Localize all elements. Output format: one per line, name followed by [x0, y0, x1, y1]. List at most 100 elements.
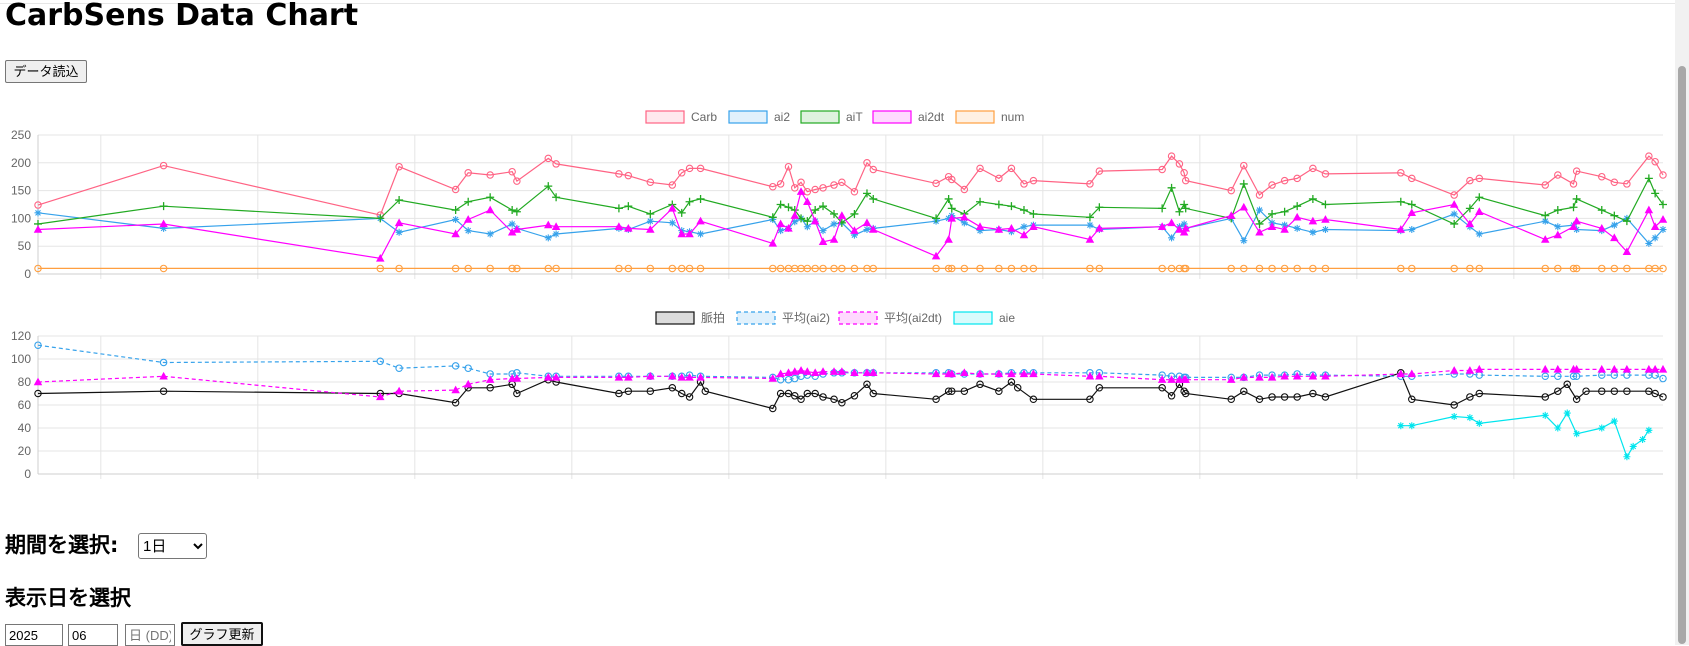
data-point: [1180, 220, 1188, 228]
data-point: [1280, 393, 1289, 401]
data-point: [1007, 378, 1016, 386]
data-point: [1541, 372, 1549, 381]
data-point: [1007, 369, 1016, 378]
legend-swatch: [953, 311, 993, 325]
series-aiT: [34, 174, 1667, 228]
series-line: [37, 176, 1664, 225]
data-point: [1019, 206, 1028, 215]
data-point: [1651, 264, 1659, 273]
data-point: [159, 219, 168, 228]
data-point: [1309, 164, 1317, 173]
grid: 0 50 100 150 200 250 Jun 2 Jun 3 Jun 4 Jun 5 Jun 6…: [11, 128, 1663, 285]
data-point: [1645, 152, 1653, 160]
data-point: [944, 194, 953, 203]
data-point: [869, 264, 878, 273]
data-point: [1158, 264, 1166, 273]
data-point: [1553, 230, 1563, 239]
data-point: [829, 235, 839, 243]
data-point: [1292, 212, 1302, 221]
update-chart-button[interactable]: グラフ更新: [181, 622, 263, 646]
legend-item: ai2dt: [872, 110, 945, 124]
data-point: [1658, 364, 1668, 373]
data-point: [1239, 202, 1249, 211]
data-point: [869, 194, 878, 203]
data-point: [811, 389, 819, 398]
series-line: [37, 372, 1664, 410]
data-point: [932, 264, 940, 273]
data-point: [862, 218, 872, 227]
data-point: [1572, 264, 1581, 273]
data-point: [1167, 218, 1176, 227]
data-point: [1466, 176, 1474, 185]
x-tick-label: Jun 10: [1339, 284, 1375, 285]
data-point: [464, 197, 473, 206]
data-point: [1086, 264, 1094, 273]
data-point: [1321, 215, 1330, 223]
y-tick-label: 250: [11, 128, 31, 142]
data-point: [1622, 364, 1632, 373]
data-point: [797, 178, 805, 187]
data-point: [544, 220, 553, 229]
data-point: [1475, 230, 1483, 238]
data-point: [1179, 227, 1189, 236]
data-point: [395, 228, 403, 236]
data-point: [784, 203, 793, 212]
data-point: [1308, 194, 1317, 203]
data-point: [1086, 221, 1094, 229]
data-point: [1181, 389, 1190, 398]
data-point: [1475, 364, 1484, 373]
data-point: [1450, 210, 1458, 218]
data-point: [1167, 183, 1176, 192]
data-point: [1659, 264, 1667, 273]
data-point: [685, 229, 694, 238]
data-point: [552, 193, 561, 202]
scrollbar-thumb[interactable]: [1678, 66, 1686, 644]
year-input[interactable]: [5, 624, 63, 646]
data-point: [776, 200, 785, 209]
data-point: [1623, 453, 1631, 461]
data-point: [1007, 164, 1016, 173]
period-select[interactable]: 1日: [138, 533, 207, 559]
data-point: [1569, 264, 1578, 273]
data-point: [1321, 371, 1330, 380]
data-point: [944, 235, 953, 243]
legend-label: Carb: [691, 110, 717, 124]
data-point: [1240, 161, 1248, 170]
data-point: [1167, 375, 1176, 383]
month-input[interactable]: [68, 624, 118, 646]
data-point: [850, 368, 859, 377]
data-point: [1085, 235, 1095, 243]
data-point: [1280, 371, 1289, 380]
data-point: [945, 214, 953, 222]
legend-label: 平均(ai2): [782, 311, 830, 325]
data-point: [1085, 371, 1095, 380]
data-point: [819, 264, 827, 273]
data-point: [1623, 180, 1631, 188]
data-point: [615, 264, 623, 273]
data-point: [1240, 237, 1248, 245]
data-point: [994, 225, 1004, 233]
data-point: [869, 165, 878, 174]
data-point: [1321, 393, 1330, 401]
data-point: [818, 367, 828, 375]
data-point: [544, 154, 553, 163]
data-point: [1407, 200, 1416, 209]
data-point: [1466, 414, 1474, 422]
data-point: [1180, 200, 1189, 209]
data-point: [486, 230, 494, 238]
data-point: [1321, 226, 1329, 234]
data-point: [624, 264, 633, 273]
data-point: [1175, 225, 1184, 233]
data-point: [790, 367, 800, 375]
data-point: [1029, 395, 1038, 404]
data-point: [784, 162, 793, 171]
data-point: [1175, 160, 1184, 168]
y-tick-label: 200: [11, 156, 31, 170]
data-point: [394, 218, 404, 227]
data-point: [1475, 174, 1484, 183]
data-point: [160, 224, 168, 232]
load-data-button[interactable]: データ読込: [5, 60, 87, 83]
data-point: [685, 197, 694, 206]
data-point: [1610, 178, 1619, 187]
day-input[interactable]: [125, 624, 175, 646]
